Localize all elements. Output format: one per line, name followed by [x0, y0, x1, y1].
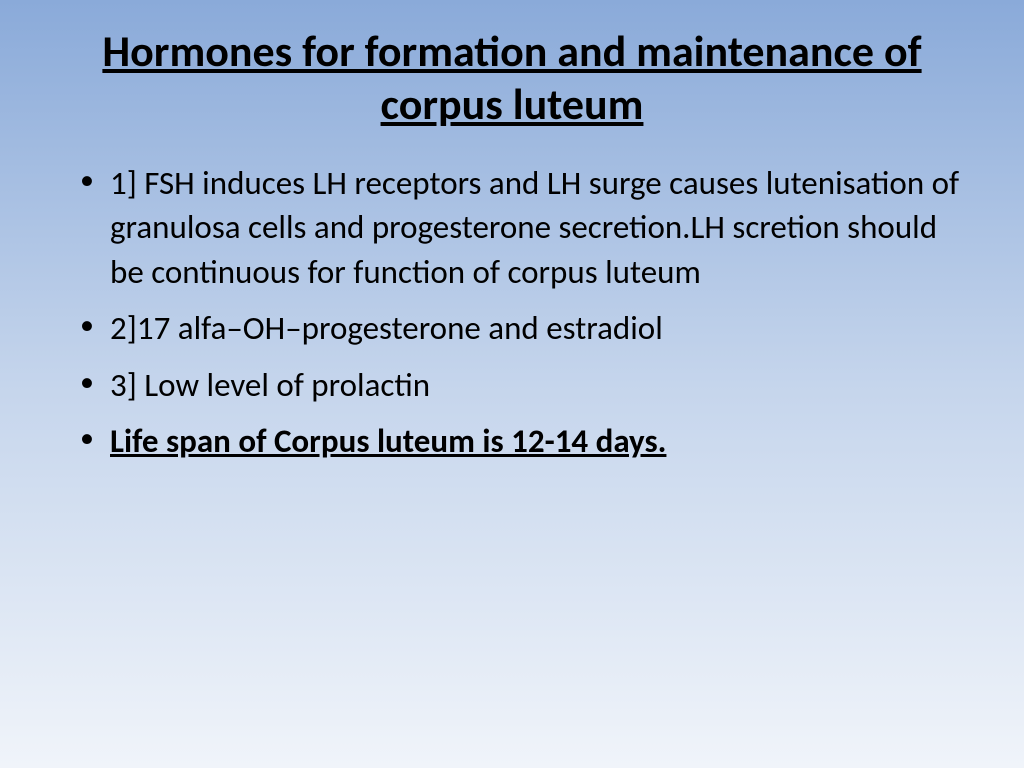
slide-content: 1] FSH induces LH receptors and LH surge… [60, 161, 964, 464]
bullet-text: 1] FSH induces LH receptors and LH surge… [110, 163, 959, 292]
bullet-text: Life span of Corpus luteum is 12-14 days… [110, 421, 666, 461]
bullet-item: 1] FSH induces LH receptors and LH surge… [80, 161, 964, 295]
bullet-item: Life span of Corpus luteum is 12-14 days… [80, 419, 964, 464]
slide-title: Hormones for formation and maintenance o… [60, 25, 964, 131]
slide-container: Hormones for formation and maintenance o… [0, 0, 1024, 768]
bullet-text: 3] Low level of prolactin [110, 365, 430, 405]
bullet-item: 2]17 alfa–OH–progesterone and estradiol [80, 306, 964, 351]
bullet-list: 1] FSH induces LH receptors and LH surge… [80, 161, 964, 464]
bullet-text: 2]17 alfa–OH–progesterone and estradiol [110, 308, 663, 348]
bullet-item: 3] Low level of prolactin [80, 363, 964, 408]
